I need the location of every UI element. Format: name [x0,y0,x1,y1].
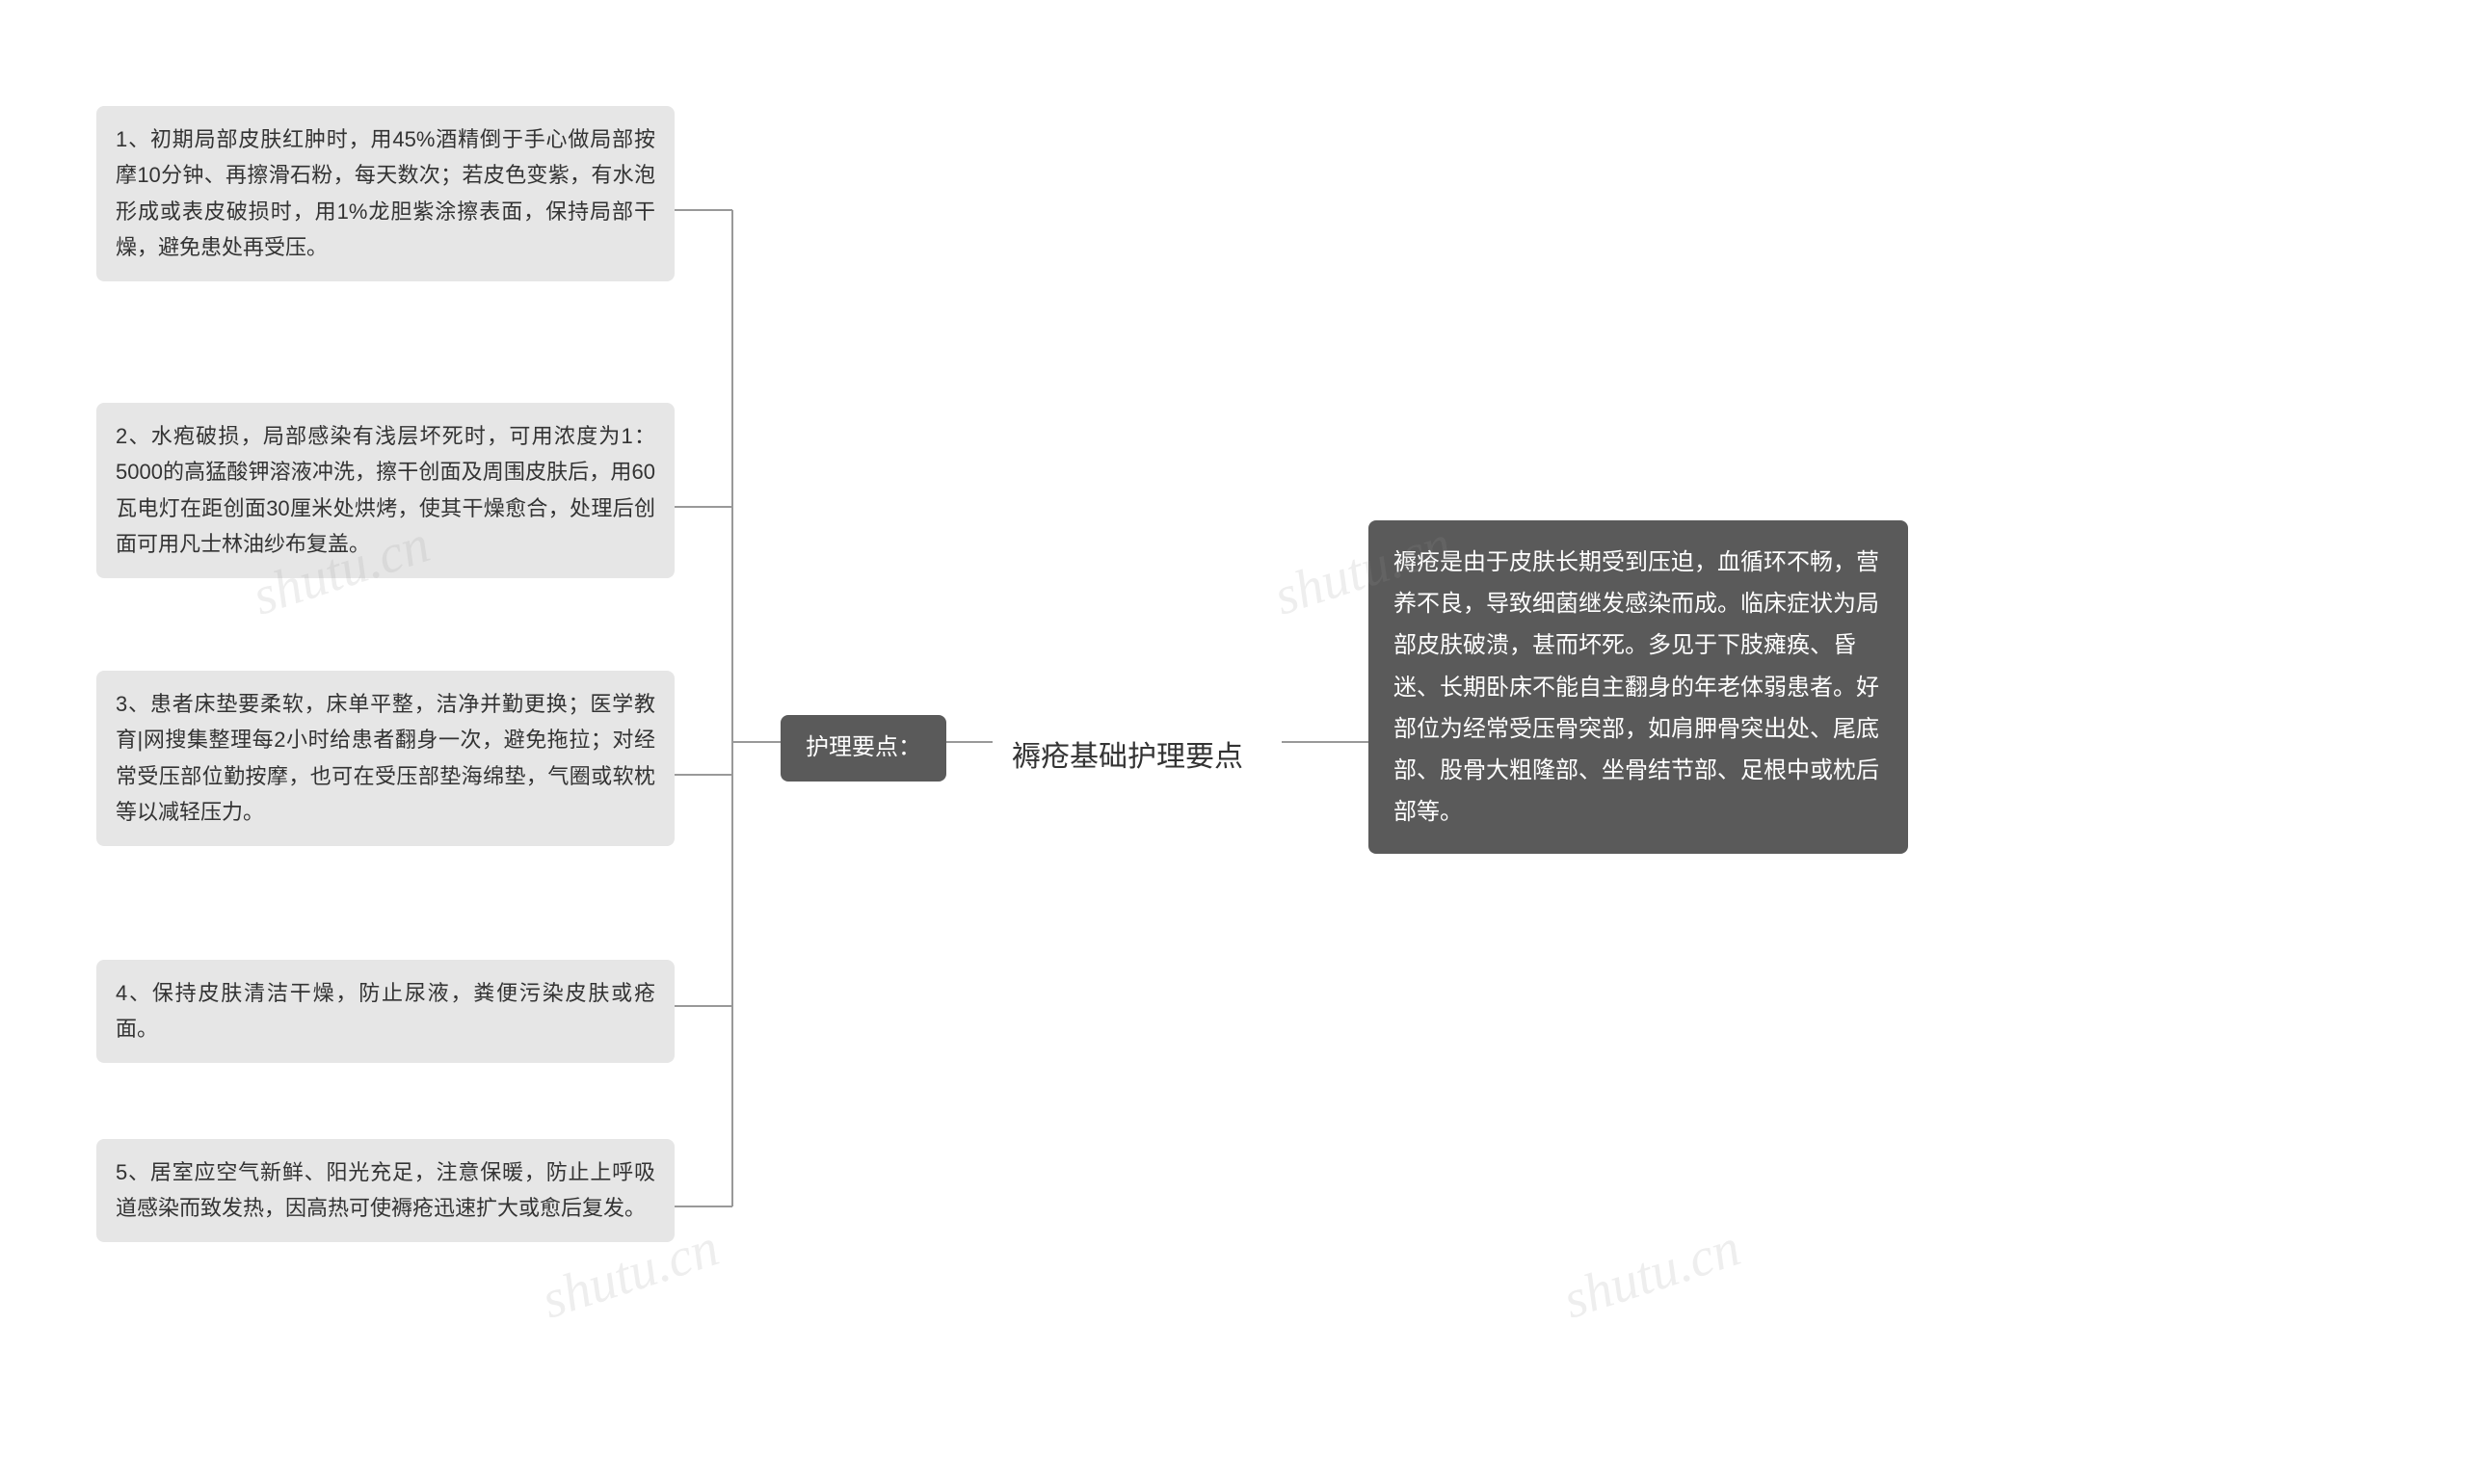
parent-node-care-points: 护理要点： [781,715,946,782]
leaf-text: 3、患者床垫要柔软，床单平整，洁净并勤更换；医学教育|网搜集整理每2小时给患者翻… [116,692,655,824]
leaf-text: 2、水疱破损，局部感染有浅层坏死时，可用浓度为1：5000的高猛酸钾溶液冲洗，擦… [116,424,655,556]
leaf-text: 4、保持皮肤清洁干燥，防止尿液，粪便污染皮肤或疮面。 [116,981,655,1041]
watermark: shutu.cn [1556,1216,1748,1331]
root-node: 褥疮基础护理要点 [993,721,1262,793]
leaf-node-4: 4、保持皮肤清洁干燥，防止尿液，粪便污染皮肤或疮面。 [96,960,675,1063]
leaf-node-3: 3、患者床垫要柔软，床单平整，洁净并勤更换；医学教育|网搜集整理每2小时给患者翻… [96,671,675,846]
root-label: 褥疮基础护理要点 [1012,741,1243,773]
description-text: 褥疮是由于皮肤长期受到压迫，血循环不畅，营养不良，导致细菌继发感染而成。临床症状… [1393,549,1879,825]
leaf-text: 5、居室应空气新鲜、阳光充足，注意保暖，防止上呼吸道感染而致发热，因高热可使褥疮… [116,1160,655,1220]
leaf-node-1: 1、初期局部皮肤红肿时，用45%酒精倒于手心做局部按摩10分钟、再擦滑石粉，每天… [96,106,675,281]
description-node: 褥疮是由于皮肤长期受到压迫，血循环不畅，营养不良，导致细菌继发感染而成。临床症状… [1368,520,1908,854]
leaf-node-5: 5、居室应空气新鲜、阳光充足，注意保暖，防止上呼吸道感染而致发热，因高热可使褥疮… [96,1139,675,1242]
leaf-node-2: 2、水疱破损，局部感染有浅层坏死时，可用浓度为1：5000的高猛酸钾溶液冲洗，擦… [96,403,675,578]
leaf-text: 1、初期局部皮肤红肿时，用45%酒精倒于手心做局部按摩10分钟、再擦滑石粉，每天… [116,127,655,259]
parent-label: 护理要点： [806,734,921,760]
